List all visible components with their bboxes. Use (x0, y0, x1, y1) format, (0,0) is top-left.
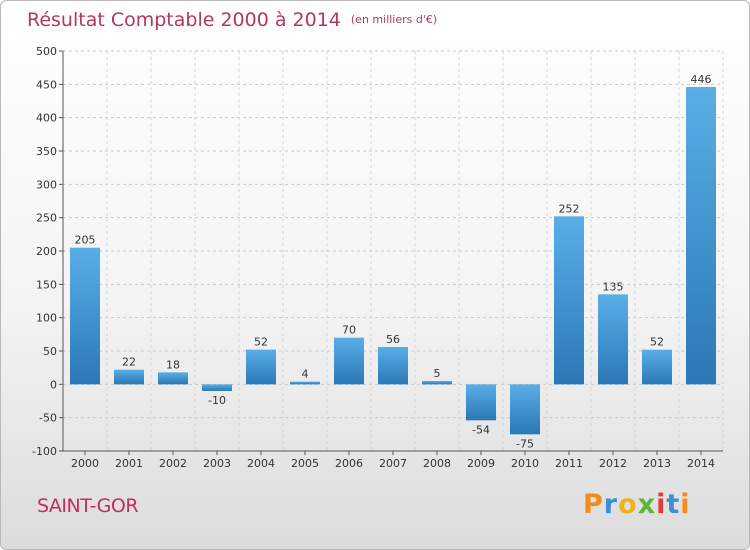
bar-2001 (114, 369, 144, 385)
value-label-2002: 18 (166, 358, 180, 371)
x-tick-label-2003: 2003 (203, 457, 231, 470)
value-label-2007: 56 (386, 333, 400, 346)
x-tick-label-2014: 2014 (687, 457, 715, 470)
logo-letter: i (680, 489, 691, 520)
x-tick-label-2012: 2012 (599, 457, 627, 470)
x-tick-label-2010: 2010 (511, 457, 539, 470)
chart-title: Résultat Comptable 2000 à 2014 (en millie… (27, 9, 437, 31)
x-tick-label-2001: 2001 (115, 457, 143, 470)
value-label-2012: 135 (603, 280, 624, 293)
y-tick-label: 500 (36, 45, 57, 58)
x-tick-label-2009: 2009 (467, 457, 495, 470)
bar-2004 (246, 349, 276, 385)
value-label-2011: 252 (559, 202, 580, 215)
y-tick-label: -100 (32, 445, 57, 458)
x-tick-label-2002: 2002 (159, 457, 187, 470)
title-text: Résultat Comptable 2000 à 2014 (27, 9, 341, 31)
bar-2000 (70, 247, 100, 385)
bar-2005 (290, 381, 320, 385)
y-tick-label: 150 (36, 278, 57, 291)
y-tick-label: 250 (36, 212, 57, 225)
bar-2011 (554, 216, 584, 385)
y-tick-label: 400 (36, 112, 57, 125)
logo-letter: i (656, 489, 667, 520)
logo-letter: x (637, 489, 657, 520)
value-label-2001: 22 (122, 356, 136, 369)
value-label-2003: -10 (208, 394, 226, 407)
x-tick-label-2006: 2006 (335, 457, 363, 470)
grid-lines (62, 50, 724, 452)
y-tick-label: 300 (36, 178, 57, 191)
value-label-2010: -75 (516, 437, 534, 450)
value-label-2013: 52 (650, 336, 664, 349)
bar-2012 (598, 294, 628, 385)
y-tick-label: 50 (43, 345, 57, 358)
bar-2002 (158, 372, 188, 385)
axes: -100 -50 0 50 100 150 200 250 300 350 400 450 500 200… (32, 45, 723, 470)
y-tick-label: 200 (36, 245, 57, 258)
bar-2007 (378, 347, 408, 385)
bar-2014 (686, 87, 716, 385)
y-tick-label: 0 (50, 378, 57, 391)
value-label-2009: -54 (472, 423, 490, 436)
bar-2008 (422, 381, 452, 385)
bar-2010 (510, 384, 540, 435)
value-label-2005: 4 (302, 368, 309, 381)
y-tick-label: -50 (39, 412, 57, 425)
value-label-2004: 52 (254, 336, 268, 349)
x-tick-label-2005: 2005 (291, 457, 319, 470)
bar-2006 (334, 337, 364, 385)
value-label-2008: 5 (434, 367, 441, 380)
x-tick-label-2008: 2008 (423, 457, 451, 470)
x-tick-label-2000: 2000 (71, 457, 99, 470)
bar-2013 (642, 349, 672, 385)
x-tick-label-2004: 2004 (247, 457, 275, 470)
logo-letter: t (666, 489, 681, 520)
title-unit: (en milliers d'€) (350, 13, 438, 26)
y-tick-label: 350 (36, 145, 57, 158)
value-label-2000: 205 (75, 234, 96, 247)
bars (70, 87, 716, 435)
bar-2009 (466, 384, 496, 421)
x-tick-label-2011: 2011 (555, 457, 583, 470)
logo-letter: P (583, 489, 604, 520)
x-tick-label-2007: 2007 (379, 457, 407, 470)
proxiti-logo: Proxiti (583, 489, 691, 520)
value-label-2006: 70 (342, 324, 356, 337)
value-label-2014: 446 (691, 73, 712, 86)
bar-2003 (202, 384, 232, 391)
logo-letter: o (618, 489, 638, 520)
y-tick-label: 100 (36, 312, 57, 325)
logo-letter: r (603, 489, 619, 520)
y-tick-label: 450 (36, 78, 57, 91)
value-labels: 205 22 18 -10 52 4 70 56 5 -54 -75 252 135 52 446 (75, 73, 712, 450)
x-tick-label-2013: 2013 (643, 457, 671, 470)
commune-name: SAINT-GOR (37, 495, 139, 517)
